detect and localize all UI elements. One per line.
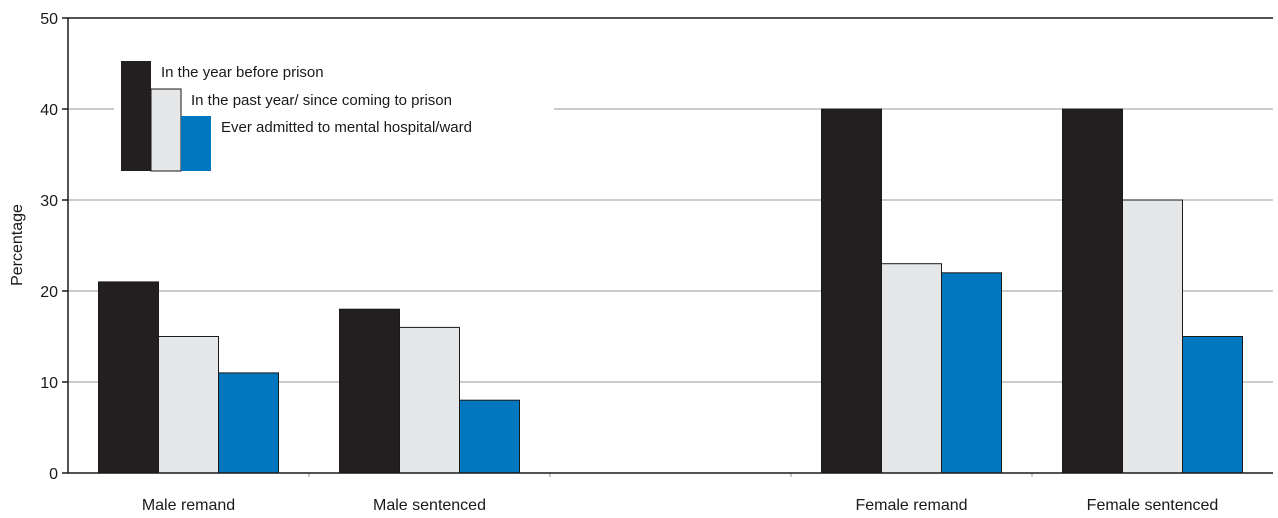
y-tick-label: 10 — [40, 375, 58, 392]
legend-swatch — [181, 116, 211, 171]
bar — [399, 326, 460, 474]
bar — [1122, 199, 1183, 474]
y-axis-title: Percentage — [9, 204, 26, 286]
bars — [98, 108, 1243, 477]
bar — [1062, 108, 1123, 474]
bar — [218, 372, 279, 474]
bar — [941, 272, 1002, 474]
y-tick-label: 20 — [40, 284, 58, 301]
legend-label: Ever admitted to mental hospital/ward — [221, 119, 472, 136]
legend-label: In the year before prison — [161, 64, 324, 81]
bar — [339, 308, 400, 474]
legend-label: In the past year/ since coming to prison — [191, 92, 452, 109]
x-tick-label: Male remand — [142, 497, 235, 514]
legend-swatch — [121, 61, 151, 171]
bar — [881, 263, 942, 474]
bar — [1182, 336, 1243, 474]
legend-swatch — [150, 88, 182, 172]
x-tick-label: Female remand — [855, 497, 967, 514]
x-tick-labels: Male remand Male sentenced Female remand Fe… — [142, 497, 1219, 514]
y-tick-label: 50 — [40, 11, 58, 28]
y-tick-label: 40 — [40, 102, 58, 119]
legend: In the year before prison In the past yea… — [114, 56, 554, 176]
y-tick-label: 30 — [40, 193, 58, 210]
x-tick-label: Female sentenced — [1087, 497, 1219, 514]
bar — [459, 399, 520, 474]
y-tick-label: 0 — [49, 466, 58, 483]
x-tick-label: Male sentenced — [373, 497, 486, 514]
bar — [158, 336, 219, 474]
bar — [98, 281, 159, 474]
bar — [821, 108, 882, 474]
axes — [67, 18, 1273, 474]
y-ticks: 0 10 20 30 40 50 — [40, 11, 68, 483]
